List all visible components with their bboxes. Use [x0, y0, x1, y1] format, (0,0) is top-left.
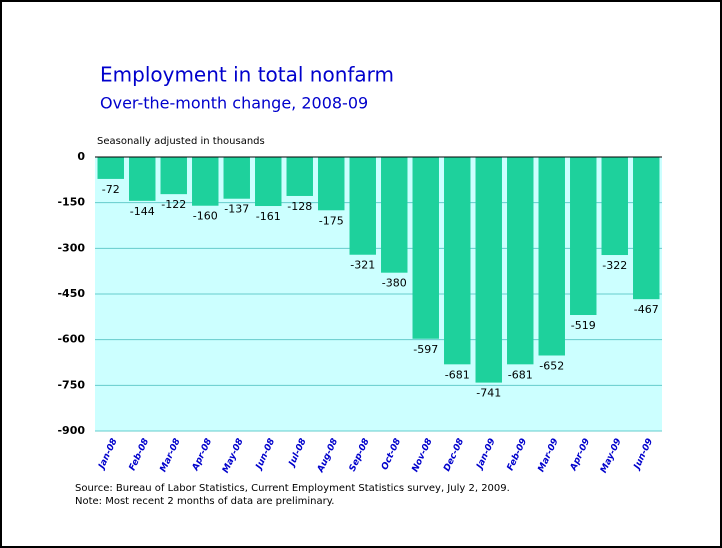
bar: [633, 157, 660, 300]
y-tick-label: -600: [57, 333, 85, 346]
y-tick-label: -150: [57, 196, 85, 209]
data-label: -122: [161, 198, 186, 211]
data-label: -321: [350, 259, 375, 272]
data-label: -597: [413, 343, 438, 356]
data-label: -161: [256, 210, 281, 223]
data-label: -681: [508, 368, 533, 381]
y-tick-label: -900: [57, 424, 85, 437]
y-tick-label: -300: [57, 241, 85, 254]
data-label: -519: [571, 319, 596, 332]
footnote: Note: Most recent 2 months of data are p…: [75, 496, 334, 507]
bar: [129, 157, 156, 201]
bar: [444, 157, 471, 365]
y-tick-label: 0: [77, 150, 85, 163]
y-tick-label: -750: [57, 378, 85, 391]
bar: [223, 157, 250, 199]
bar: [318, 157, 345, 211]
data-label: -741: [476, 387, 501, 400]
bar: [538, 157, 565, 356]
bar: [601, 157, 628, 256]
bar: [475, 157, 502, 383]
data-label: -72: [102, 183, 120, 196]
bar: [192, 157, 219, 206]
data-label: -380: [382, 277, 407, 290]
bar: [570, 157, 597, 316]
bar: [412, 157, 439, 339]
chart-subtitle: Over-the-month change, 2008-09: [100, 94, 368, 113]
data-label: -175: [319, 214, 344, 227]
chart-title: Employment in total nonfarm: [100, 63, 394, 87]
data-label: -144: [130, 205, 155, 218]
bar: [507, 157, 534, 365]
data-label: -467: [634, 303, 659, 316]
bar: [255, 157, 282, 207]
data-label: -681: [445, 368, 470, 381]
bar: [381, 157, 408, 273]
source-note: Source: Bureau of Labor Statistics, Curr…: [75, 483, 510, 494]
data-label: -322: [602, 259, 627, 272]
bar: [160, 157, 187, 195]
data-label: -137: [224, 203, 249, 216]
y-axis-label: Seasonally adjusted in thousands: [97, 136, 265, 147]
data-label: -160: [193, 210, 218, 223]
bar: [349, 157, 376, 255]
bar: [286, 157, 313, 196]
data-label: -652: [539, 359, 564, 372]
bar: [97, 157, 124, 179]
y-tick-label: -450: [57, 287, 85, 300]
data-label: -128: [287, 200, 312, 213]
